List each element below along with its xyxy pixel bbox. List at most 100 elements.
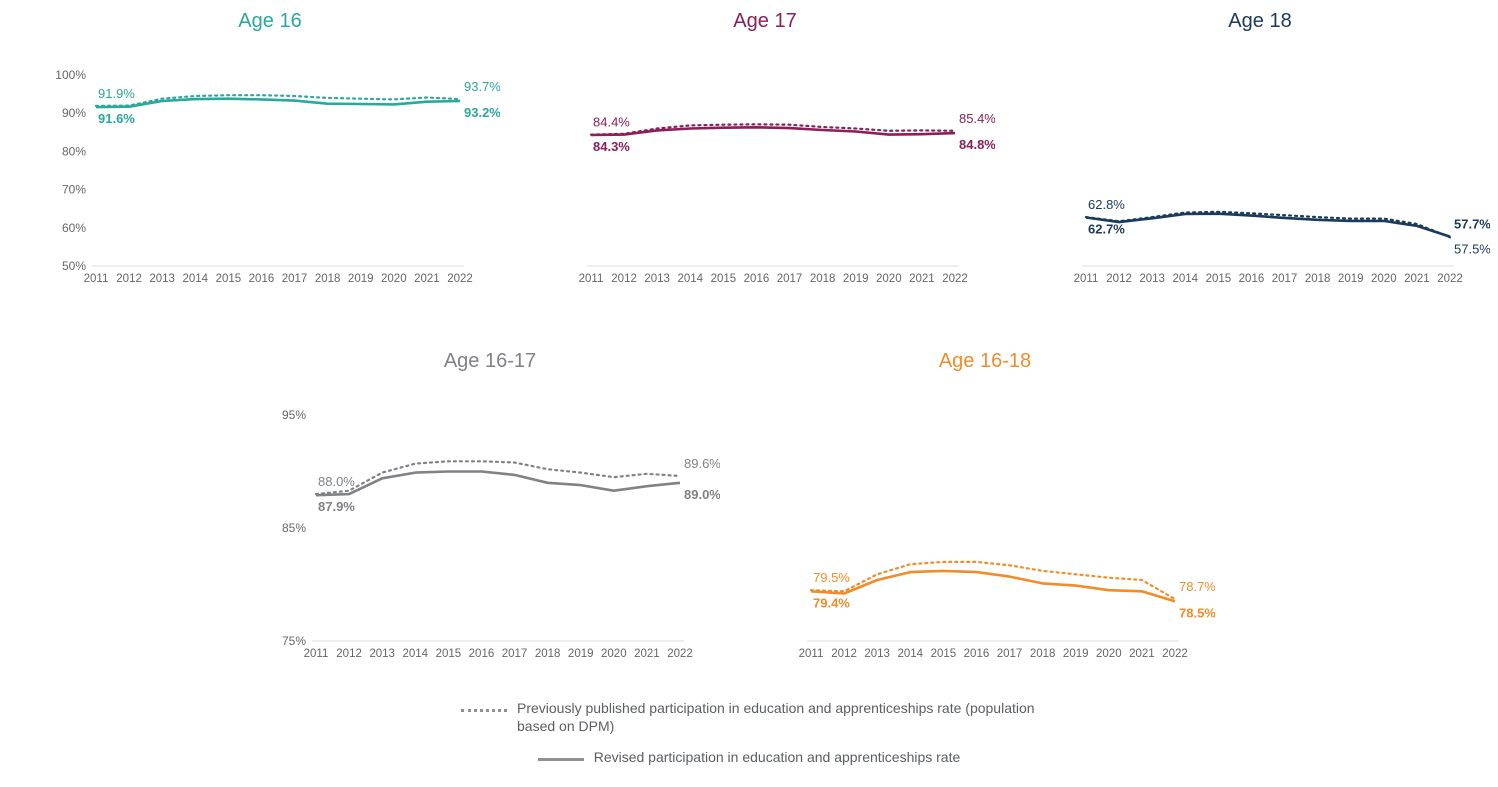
svg-text:2012: 2012 [1106, 273, 1132, 285]
series-revised-age1618 [811, 571, 1175, 602]
svg-text:2013: 2013 [149, 273, 175, 285]
svg-text:2019: 2019 [568, 648, 594, 660]
svg-text:2022: 2022 [667, 648, 693, 660]
svg-text:2015: 2015 [931, 648, 957, 660]
svg-text:2013: 2013 [369, 648, 395, 660]
label-start-rev-age1618: 79.4% [813, 595, 850, 610]
legend-prev-label: Previously published participation in ed… [517, 700, 1037, 735]
panel-svg-age17: 2011201220132014201520162017201820192020… [535, 39, 995, 294]
svg-text:2017: 2017 [997, 648, 1023, 660]
svg-text:2015: 2015 [216, 273, 242, 285]
svg-text:2022: 2022 [447, 273, 473, 285]
svg-text:2011: 2011 [304, 648, 329, 660]
svg-text:2020: 2020 [876, 273, 902, 285]
svg-text:70%: 70% [62, 183, 86, 197]
svg-text:2020: 2020 [1096, 648, 1122, 660]
panel-title-age18: Age 18 [1030, 10, 1490, 33]
svg-text:2020: 2020 [601, 648, 627, 660]
panel-age18: Age 182011201220132014201520162017201820… [1030, 10, 1490, 295]
label-start-prev-age18: 62.8% [1088, 197, 1125, 212]
label-end-rev-age17: 84.8% [959, 137, 995, 152]
svg-text:2012: 2012 [831, 648, 857, 660]
label-end-prev-age16: 93.7% [464, 79, 500, 94]
svg-text:2017: 2017 [502, 648, 528, 660]
svg-text:2015: 2015 [436, 648, 462, 660]
svg-text:2018: 2018 [1030, 648, 1056, 660]
series-revised-age18 [1086, 214, 1450, 237]
svg-text:75%: 75% [282, 634, 306, 648]
svg-text:2020: 2020 [1371, 273, 1397, 285]
panel-title-age16: Age 16 [40, 10, 500, 33]
panel-age17: Age 172011201220132014201520162017201820… [535, 10, 995, 295]
label-start-rev-age1617: 87.9% [318, 499, 355, 514]
svg-text:2013: 2013 [864, 648, 890, 660]
panel-svg-age1618: 2011201220132014201520162017201820192020… [755, 379, 1215, 669]
svg-text:2012: 2012 [611, 273, 637, 285]
svg-text:2012: 2012 [336, 648, 362, 660]
label-end-prev-age1618: 78.7% [1179, 579, 1215, 594]
svg-text:2019: 2019 [1063, 648, 1089, 660]
svg-text:2016: 2016 [469, 648, 495, 660]
label-end-prev-age1617: 89.6% [684, 456, 720, 471]
svg-text:2013: 2013 [644, 273, 670, 285]
svg-text:2011: 2011 [799, 648, 824, 660]
svg-text:2022: 2022 [942, 273, 968, 285]
legend-row-previous: Previously published participation in ed… [299, 700, 1199, 735]
label-start-prev-age1617: 88.0% [318, 474, 355, 489]
svg-text:2018: 2018 [315, 273, 341, 285]
svg-text:85%: 85% [282, 521, 306, 535]
svg-text:2015: 2015 [1206, 273, 1232, 285]
svg-text:2021: 2021 [414, 273, 440, 285]
svg-text:60%: 60% [62, 221, 86, 235]
label-end-prev-age18: 57.5% [1454, 241, 1490, 256]
svg-text:2011: 2011 [579, 273, 604, 285]
svg-text:2017: 2017 [1272, 273, 1298, 285]
svg-text:95%: 95% [282, 408, 306, 422]
panel-age16: Age 1650%60%70%80%90%100%201120122013201… [40, 10, 500, 295]
legend-swatch-dotted [461, 709, 507, 712]
svg-text:2019: 2019 [348, 273, 374, 285]
svg-text:2022: 2022 [1162, 648, 1188, 660]
svg-text:2014: 2014 [897, 648, 923, 660]
svg-text:2022: 2022 [1437, 273, 1463, 285]
label-start-rev-age18: 62.7% [1088, 221, 1125, 236]
svg-text:2011: 2011 [1074, 273, 1099, 285]
svg-text:2021: 2021 [1129, 648, 1155, 660]
legend-row-revised: Revised participation in education and a… [299, 749, 1199, 767]
panel-title-age17: Age 17 [535, 10, 995, 33]
svg-text:2018: 2018 [1305, 273, 1331, 285]
legend-swatch-solid [538, 758, 584, 761]
svg-text:2019: 2019 [1338, 273, 1364, 285]
svg-text:2018: 2018 [810, 273, 836, 285]
legend: Previously published participation in ed… [299, 700, 1199, 781]
svg-text:90%: 90% [62, 106, 86, 120]
svg-text:2016: 2016 [744, 273, 770, 285]
label-end-prev-age17: 85.4% [959, 111, 995, 126]
label-end-rev-age1617: 89.0% [684, 487, 720, 502]
label-end-rev-age16: 93.2% [464, 105, 500, 120]
series-revised-age17 [591, 127, 955, 135]
series-revised-age1617 [316, 472, 680, 496]
svg-text:2018: 2018 [535, 648, 561, 660]
svg-text:2014: 2014 [677, 273, 703, 285]
svg-text:2017: 2017 [777, 273, 803, 285]
svg-text:2014: 2014 [402, 648, 428, 660]
series-revised-age16 [96, 99, 460, 107]
svg-text:2012: 2012 [116, 273, 142, 285]
label-start-prev-age17: 84.4% [593, 115, 630, 130]
label-start-rev-age17: 84.3% [593, 139, 630, 154]
svg-text:2021: 2021 [634, 648, 660, 660]
svg-text:2019: 2019 [843, 273, 869, 285]
label-start-prev-age16: 91.9% [98, 86, 135, 101]
svg-text:2011: 2011 [84, 273, 109, 285]
panel-svg-age1617: 75% 85% 95% 2011 2012 2013 2014 2015 2016 2017 201… [260, 379, 720, 669]
panel-age1617: Age 16-1775%85%95%2011201220132014201520… [260, 350, 720, 670]
panel-svg-age16: 50%60%70%80%90%100%201120122013201420152… [40, 39, 500, 294]
chart-canvas: Age 1650%60%70%80%90%100%201120122013201… [0, 0, 1498, 787]
panel-title-age1618: Age 16-18 [755, 350, 1215, 373]
label-end-rev-age1618: 78.5% [1179, 605, 1215, 620]
svg-text:2016: 2016 [1239, 273, 1265, 285]
label-start-prev-age1618: 79.5% [813, 570, 850, 585]
svg-text:2014: 2014 [182, 273, 208, 285]
svg-text:2014: 2014 [1172, 273, 1198, 285]
